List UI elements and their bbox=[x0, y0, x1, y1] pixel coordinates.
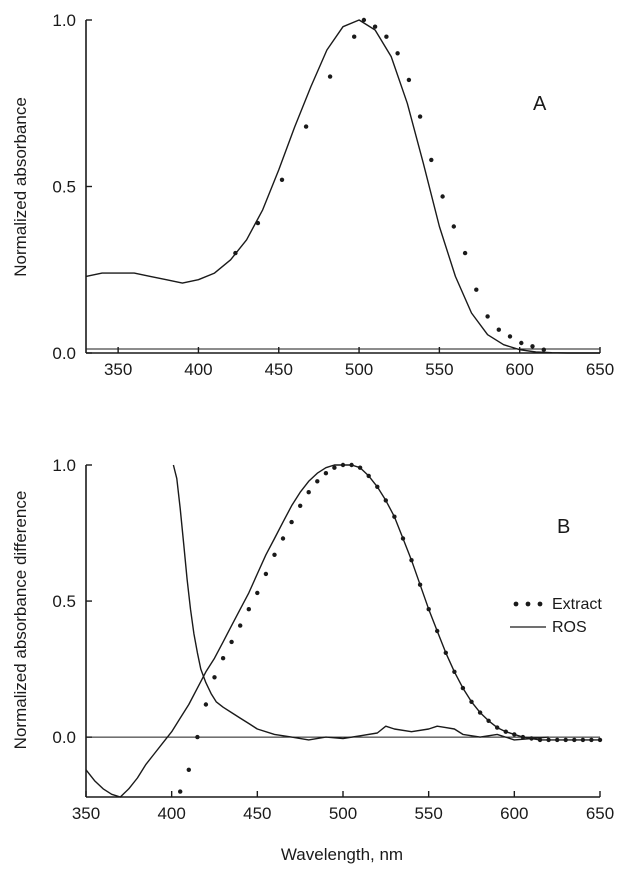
panel-b: 350 400 450 500 550 600 650 0.0 0.5 1.0 Normaliz… bbox=[11, 456, 614, 823]
x-axis-title: Wavelength, nm bbox=[281, 845, 403, 864]
panel-a-x-ticks: 350 400 450 500 550 600 650 bbox=[104, 347, 614, 379]
series-point bbox=[429, 157, 434, 163]
panel-b-series bbox=[85, 462, 603, 798]
panel-a-y-ticks: 0.0 0.5 1.0 bbox=[52, 11, 92, 363]
panel-a-y-axis-title: Normalized absorbance bbox=[11, 97, 30, 277]
panel-b-letter: B bbox=[557, 516, 570, 538]
series-point bbox=[327, 74, 333, 79]
extract-point bbox=[306, 490, 311, 495]
series-point bbox=[352, 34, 357, 39]
y-tick-label: 1.0 bbox=[52, 11, 76, 30]
x-tick-label: 500 bbox=[329, 804, 357, 823]
series-point bbox=[451, 224, 456, 229]
legend-extract-marker bbox=[513, 601, 519, 607]
series-point bbox=[507, 334, 513, 339]
extract-point bbox=[315, 479, 320, 484]
x-tick-label: 350 bbox=[72, 804, 100, 823]
y-tick-label: 0.0 bbox=[52, 344, 76, 363]
legend-extract-marker bbox=[525, 601, 531, 607]
y-tick-label: 0.5 bbox=[52, 178, 76, 197]
x-tick-label: 550 bbox=[425, 360, 453, 379]
x-tick-label: 350 bbox=[104, 360, 132, 379]
series-point bbox=[541, 347, 546, 352]
extract-point bbox=[280, 536, 286, 541]
panel-b-y-axis-title: Normalized absorbance difference bbox=[11, 491, 30, 750]
extract-point bbox=[246, 607, 251, 612]
series-point bbox=[233, 250, 238, 256]
series-point bbox=[395, 51, 400, 56]
x-tick-label: 550 bbox=[414, 804, 442, 823]
ros-line-a bbox=[85, 464, 600, 798]
series-point bbox=[406, 77, 412, 83]
legend-extract-label: Extract bbox=[552, 596, 602, 613]
extract-point bbox=[229, 639, 234, 645]
extract-point bbox=[203, 702, 209, 707]
extract-point bbox=[323, 471, 329, 476]
panel-a-letter: A bbox=[533, 93, 547, 115]
extract-point bbox=[255, 590, 260, 596]
series-point bbox=[384, 34, 389, 39]
x-tick-label: 400 bbox=[184, 360, 212, 379]
x-tick-label: 650 bbox=[586, 804, 614, 823]
panel-b-y-ticks: 0.0 0.5 1.0 bbox=[52, 456, 92, 747]
x-tick-label: 600 bbox=[506, 360, 534, 379]
series-point bbox=[417, 114, 423, 119]
series-point bbox=[462, 250, 468, 256]
extract-point bbox=[289, 519, 294, 525]
series-point bbox=[519, 340, 524, 346]
legend-ros-label: ROS bbox=[552, 619, 587, 636]
legend: Extract ROS bbox=[510, 596, 602, 636]
x-tick-label: 400 bbox=[157, 804, 185, 823]
x-tick-label: 450 bbox=[265, 360, 293, 379]
series-point bbox=[485, 314, 490, 319]
series-line bbox=[85, 19, 600, 354]
x-tick-label: 600 bbox=[500, 804, 528, 823]
panel-a: 350 400 450 500 550 600 650 0.0 0.5 1.0 Normaliz… bbox=[11, 11, 614, 379]
y-tick-label: 1.0 bbox=[52, 456, 76, 475]
extract-point bbox=[186, 767, 191, 772]
series-point bbox=[474, 287, 479, 292]
extract-point bbox=[178, 789, 183, 794]
y-tick-label: 0.5 bbox=[52, 592, 76, 611]
x-tick-label: 450 bbox=[243, 804, 271, 823]
panel-b-x-ticks: 350 400 450 500 550 600 650 bbox=[72, 791, 614, 823]
ros-line-b bbox=[172, 464, 549, 741]
series-point bbox=[496, 327, 501, 332]
extract-point bbox=[263, 571, 269, 577]
series-point bbox=[303, 124, 309, 129]
series-point bbox=[440, 194, 445, 199]
series-point bbox=[255, 220, 261, 226]
series-point bbox=[361, 17, 367, 23]
extract-point bbox=[212, 675, 217, 680]
series-point bbox=[530, 344, 535, 349]
x-tick-label: 500 bbox=[345, 360, 373, 379]
panel-a-series bbox=[85, 17, 600, 354]
extract-point bbox=[332, 465, 337, 470]
legend-extract-marker bbox=[537, 601, 543, 607]
extract-point bbox=[272, 552, 277, 557]
extract-point bbox=[220, 656, 226, 661]
extract-point bbox=[238, 623, 243, 628]
extract-point bbox=[298, 503, 303, 508]
series-point bbox=[372, 24, 378, 29]
x-tick-label: 650 bbox=[586, 360, 614, 379]
extract-point bbox=[195, 734, 200, 740]
series-point bbox=[279, 177, 285, 182]
y-tick-label: 0.0 bbox=[52, 728, 76, 747]
